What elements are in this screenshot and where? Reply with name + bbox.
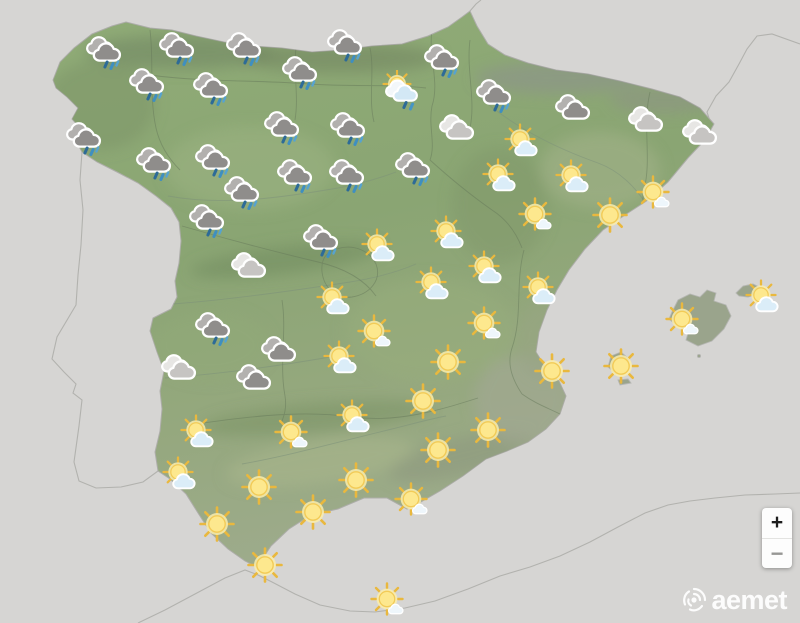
sun-with-cloud-icon	[178, 413, 222, 457]
aemet-logo-text: aemet	[711, 584, 787, 615]
portugal-coastline	[51, 151, 159, 489]
sun-with-small-cloud-icon	[391, 480, 435, 524]
france-mediterranean-coastline	[706, 33, 800, 122]
clouds-with-rain-icon	[221, 170, 265, 214]
sunny-icon	[588, 193, 632, 237]
clouds-with-rain-icon	[83, 30, 127, 74]
sunny-icon	[195, 502, 239, 546]
sun-with-cloud-icon	[743, 278, 787, 322]
clouds-with-rain-icon	[326, 153, 370, 197]
france-atlantic-coastline	[469, 0, 482, 12]
clouds-with-rain-icon	[186, 198, 230, 242]
sun-with-cloud-icon	[480, 157, 524, 201]
sunny-icon	[416, 428, 460, 472]
sunny-icon	[599, 344, 643, 388]
clouds-with-rain-icon	[324, 23, 368, 67]
sunny-icon	[334, 458, 378, 502]
light-clouds-icon	[158, 348, 202, 392]
zoom-out-button[interactable]: −	[762, 538, 792, 568]
clouds-with-rain-icon	[274, 153, 318, 197]
sun-with-cloud-icon	[553, 158, 597, 202]
sun-with-small-cloud-icon	[271, 413, 315, 457]
clouds-with-rain-icon	[192, 138, 236, 182]
clouds-with-rain-icon	[279, 50, 323, 94]
sun-with-small-cloud-icon	[633, 173, 677, 217]
aemet-logo-icon	[683, 587, 707, 612]
sun-with-small-cloud-icon	[464, 304, 508, 348]
light-clouds-icon	[679, 113, 723, 157]
dark-clouds-icon	[233, 358, 277, 402]
sun-with-small-cloud-icon	[367, 580, 411, 623]
sunny-icon	[243, 543, 287, 587]
sun-with-cloud-icon	[314, 280, 358, 324]
sun-with-cloud-icon	[520, 270, 564, 314]
clouds-with-rain-icon	[261, 105, 305, 149]
clouds-with-rain-icon	[223, 26, 267, 70]
sun-with-cloud-icon	[321, 339, 365, 383]
clouds-with-rain-icon	[421, 38, 465, 82]
zoom-control: + −	[762, 508, 792, 568]
sun-with-cloud-icon	[413, 265, 457, 309]
sunny-icon	[291, 490, 335, 534]
sun-with-small-cloud-icon	[354, 312, 398, 356]
sunny-icon	[401, 379, 445, 423]
sunny-icon	[237, 465, 281, 509]
light-clouds-icon	[625, 100, 669, 144]
clouds-with-rain-icon	[392, 146, 436, 190]
zoom-in-button[interactable]: +	[762, 508, 792, 538]
sun-with-cloud-icon	[334, 398, 378, 442]
aemet-watermark: aemet	[679, 585, 787, 615]
sun-clouds-rain-icon	[381, 69, 425, 114]
clouds-with-rain-icon	[156, 26, 200, 70]
clouds-with-rain-icon	[192, 306, 236, 350]
sunny-icon	[530, 349, 574, 393]
sun-with-cloud-icon	[160, 455, 204, 499]
sun-with-small-cloud-icon	[662, 300, 706, 344]
clouds-with-rain-icon	[63, 116, 107, 160]
clouds-with-rain-icon	[300, 218, 344, 262]
light-clouds-icon	[228, 246, 272, 290]
light-clouds-icon	[436, 108, 480, 152]
clouds-with-rain-icon	[133, 141, 177, 185]
dark-clouds-icon	[258, 330, 302, 374]
dark-clouds-icon	[552, 88, 596, 132]
sun-with-small-cloud-icon	[515, 195, 559, 239]
sun-with-cloud-icon	[359, 227, 403, 271]
clouds-with-rain-icon	[327, 106, 371, 150]
sun-with-cloud-icon	[502, 122, 546, 166]
clouds-with-rain-icon	[473, 73, 517, 117]
clouds-with-rain-icon	[190, 66, 234, 110]
sunny-icon	[466, 408, 510, 452]
sun-with-cloud-icon	[428, 214, 472, 258]
morocco-coastline	[137, 492, 800, 623]
clouds-with-rain-icon	[126, 62, 170, 106]
sunny-icon	[426, 340, 470, 384]
cabrera-island	[696, 353, 702, 359]
sun-with-cloud-icon	[466, 249, 510, 293]
